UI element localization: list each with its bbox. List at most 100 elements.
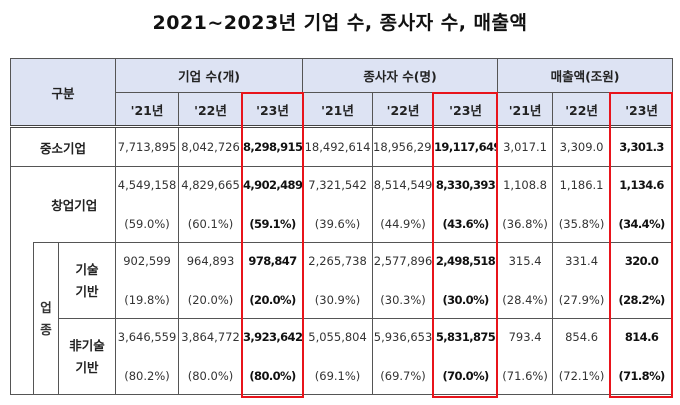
year-header: '21년	[497, 92, 554, 128]
data-cell: 793.4 (71.6%)	[497, 318, 554, 395]
data-cell: 1,134.6 (34.4%)	[610, 166, 674, 243]
value: 5,936,653	[373, 329, 433, 344]
stats-table: 구분 기업 수(개) 종사자 수(명) 매출액(조원) '21년 '22년 '23년…	[9, 58, 674, 395]
nontech-label: 非기술기반	[69, 337, 105, 375]
data-cell: 3,017.1	[497, 126, 554, 167]
year-header: '23년	[433, 92, 499, 128]
share-percent: (80.0%)	[249, 368, 296, 383]
share-percent: (71.8%)	[618, 368, 665, 383]
data-cell: 8,042,726	[178, 126, 244, 167]
data-cell: 902,599 (19.8%)	[115, 242, 180, 319]
data-cell: 2,265,738 (30.9%)	[302, 242, 374, 319]
data-cell: 4,829,665 (60.1%)	[178, 166, 244, 243]
year-header: '22년	[552, 92, 612, 128]
row-label-startup: 창업기업	[33, 166, 117, 243]
data-cell: 5,936,653 (69.7%)	[372, 318, 435, 395]
share-percent: (20.0%)	[249, 292, 296, 307]
share-percent: (19.8%)	[124, 292, 170, 307]
year-header: '22년	[178, 92, 244, 128]
value: 320.0	[624, 253, 659, 268]
data-cell: 964,893 (20.0%)	[178, 242, 244, 319]
tech-label: 기술기반	[75, 261, 99, 299]
data-cell: 19,117,649	[433, 126, 499, 167]
group-header-sales: 매출액(조원)	[497, 58, 674, 93]
data-cell: 315.4 (28.4%)	[497, 242, 554, 319]
industry-label: 업종	[40, 299, 52, 337]
share-percent: (30.9%)	[314, 292, 361, 307]
data-cell: 8,330,393 (43.6%)	[433, 166, 499, 243]
value: 902,599	[123, 253, 171, 268]
share-percent: (27.9%)	[558, 292, 605, 307]
category-header: 구분	[9, 58, 117, 128]
data-cell: 854.6 (72.1%)	[552, 318, 612, 395]
data-cell: 7,713,895	[115, 126, 180, 167]
page-title: 2021~2023년 기업 수, 종사자 수, 매출액	[152, 12, 528, 34]
data-cell: 2,577,896 (30.3%)	[372, 242, 435, 319]
data-cell: 8,298,915	[242, 126, 304, 167]
value: 2,498,518	[435, 253, 496, 268]
share-percent: (28.2%)	[618, 292, 665, 307]
value: 5,055,804	[308, 329, 367, 344]
group-header-companies: 기업 수(개)	[115, 58, 304, 93]
value: 7,713,895	[117, 139, 177, 154]
data-cell: 7,321,542 (39.6%)	[302, 166, 374, 243]
value: 854.6	[565, 329, 599, 344]
data-cell: 3,646,559 (80.2%)	[115, 318, 180, 395]
data-cell: 320.0 (28.2%)	[610, 242, 674, 319]
data-cell: 18,956,294	[372, 126, 435, 167]
value: 3,864,772	[181, 329, 240, 344]
value: 7,321,542	[308, 177, 367, 192]
year-header: '21년	[115, 92, 180, 128]
value: 8,514,549	[373, 177, 433, 192]
share-percent: (59.0%)	[124, 216, 170, 231]
value: 3,309.0	[559, 139, 604, 154]
value: 4,829,665	[181, 177, 240, 192]
data-cell: 18,492,614	[302, 126, 374, 167]
data-cell: 3,309.0	[552, 126, 612, 167]
indent-cell	[10, 166, 34, 395]
value: 5,831,875	[435, 329, 496, 344]
value: 4,549,158	[117, 177, 177, 192]
share-percent: (44.9%)	[380, 216, 426, 231]
year-header: '23년	[610, 92, 674, 128]
share-percent: (69.7%)	[380, 368, 426, 383]
value: 331.4	[565, 253, 599, 268]
data-cell: 978,847 (20.0%)	[242, 242, 304, 319]
row-label-sme: 중소기업	[9, 126, 117, 167]
value: 2,265,738	[308, 253, 367, 268]
data-cell: 3,864,772 (80.0%)	[178, 318, 244, 395]
value: 4,902,489	[243, 177, 303, 192]
value: 1,134.6	[619, 177, 664, 192]
year-header: '21년	[302, 92, 374, 128]
data-cell: 8,514,549 (44.9%)	[372, 166, 435, 243]
share-percent: (80.0%)	[187, 368, 234, 383]
share-percent: (20.0%)	[187, 292, 234, 307]
share-percent: (34.4%)	[618, 216, 665, 231]
share-percent: (72.1%)	[558, 368, 605, 383]
value: 18,492,614	[304, 139, 371, 154]
share-percent: (36.8%)	[502, 216, 548, 231]
value: 8,330,393	[435, 177, 496, 192]
value: 793.4	[508, 329, 542, 344]
value: 1,186.1	[559, 177, 604, 192]
data-cell: 814.6 (71.8%)	[610, 318, 674, 395]
share-percent: (80.2%)	[124, 368, 170, 383]
data-cell: 4,902,489 (59.1%)	[242, 166, 304, 243]
share-percent: (30.0%)	[442, 292, 489, 307]
value: 3,646,559	[117, 329, 177, 344]
share-percent: (69.1%)	[314, 368, 361, 383]
value: 3,017.1	[503, 139, 548, 154]
data-cell: 5,055,804 (69.1%)	[302, 318, 374, 395]
value: 814.6	[624, 329, 659, 344]
data-cell: 5,831,875 (70.0%)	[433, 318, 499, 395]
data-cell: 2,498,518 (30.0%)	[433, 242, 499, 319]
row-label-nontech: 非기술기반	[57, 318, 117, 395]
value: 3,923,642	[243, 329, 303, 344]
data-cell: 3,301.3	[610, 126, 674, 167]
value: 8,298,915	[243, 139, 303, 154]
data-cell: 331.4 (27.9%)	[552, 242, 612, 319]
value: 3,301.3	[619, 139, 664, 154]
share-percent: (60.1%)	[187, 216, 234, 231]
share-percent: (43.6%)	[442, 216, 489, 231]
data-cell: 1,186.1 (35.8%)	[552, 166, 612, 243]
